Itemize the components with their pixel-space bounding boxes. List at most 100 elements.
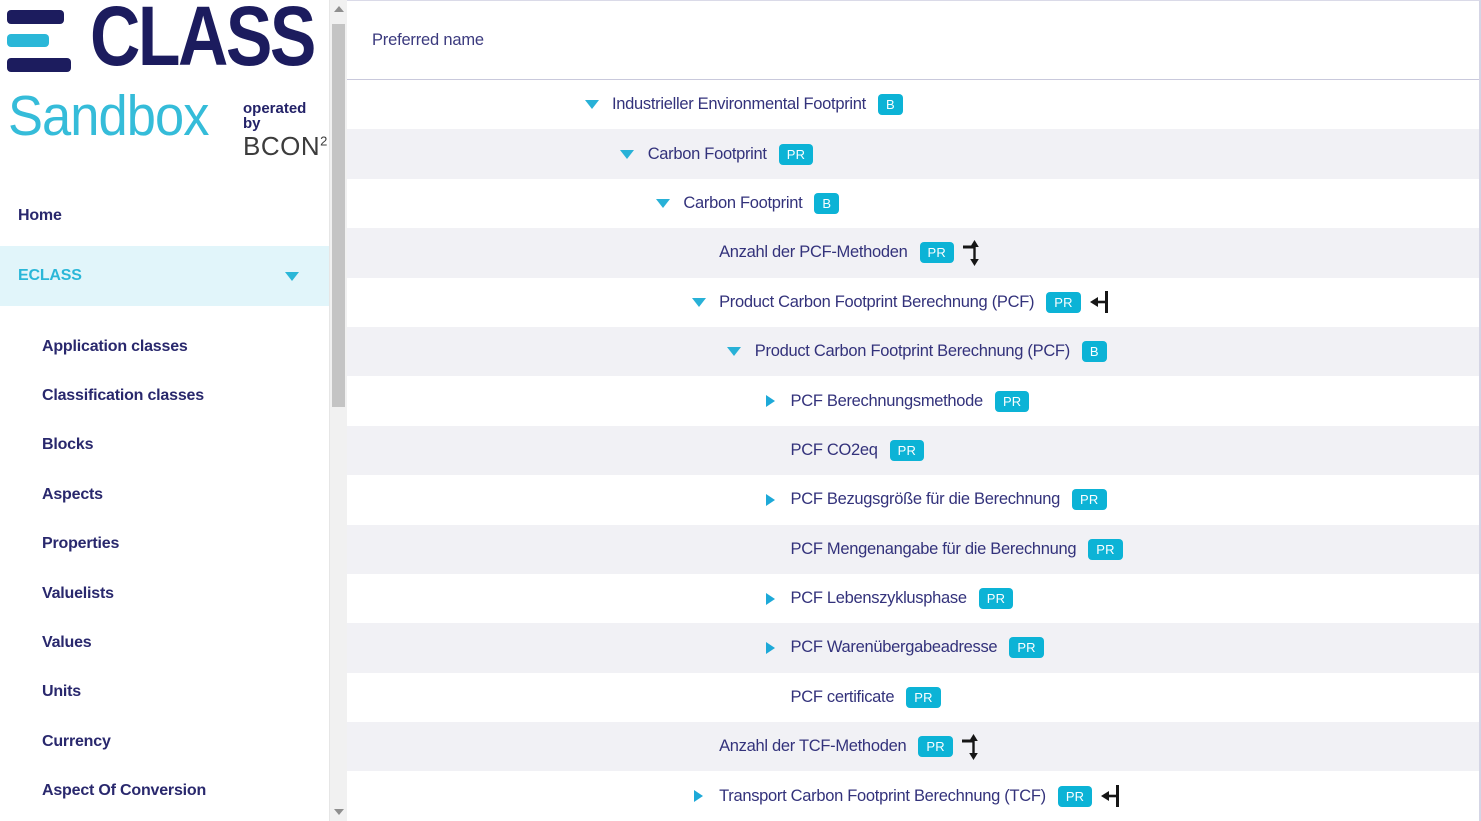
- triangle-right: [765, 641, 775, 654]
- triangle-right: [765, 493, 775, 506]
- collapse-arrow-icon[interactable]: [581, 100, 602, 110]
- sidebar-item-units[interactable]: Units: [0, 668, 329, 717]
- sidebar-item-classification-classes[interactable]: Classification classes: [0, 371, 329, 420]
- tree-item-label: PCF Mengenangabe für die Berechnung: [790, 539, 1077, 558]
- sidebar-item-label: Values: [42, 634, 92, 652]
- tree-item-label: PCF Bezugsgröße für die Berechnung: [790, 490, 1061, 509]
- type-badge-pr: PR: [1009, 637, 1044, 659]
- sidebar-item-blocks[interactable]: Blocks: [0, 421, 329, 470]
- operated-by-label: operated by: [243, 100, 307, 132]
- tree-item-label: PCF Lebenszyklusphase: [790, 589, 968, 608]
- sidebar-item-currency[interactable]: Currency: [0, 717, 329, 766]
- tree-row-carbon-footprint[interactable]: Carbon Footprint B: [347, 178, 1479, 229]
- sidebar-item-properties[interactable]: Properties: [0, 520, 329, 569]
- tree-row-industrieller-environmental-footprint[interactable]: Industrieller Environmental Footprint B: [347, 80, 1479, 130]
- sidebar-item-aspect-of-conversion[interactable]: Aspect Of Conversion: [0, 767, 329, 816]
- sidebar-item-label: Aspect Of Conversion: [42, 782, 207, 800]
- type-badge-pr: PR: [994, 390, 1030, 412]
- type-badge-b: B: [1081, 341, 1107, 363]
- tree-item-label: Carbon Footprint: [683, 193, 803, 212]
- vertical-range-icon: [963, 239, 982, 266]
- sidebar-item-label: Aspects: [42, 485, 103, 503]
- logo-sandbox-text: Sandbox: [8, 84, 210, 148]
- vertical-range-icon: [961, 733, 981, 760]
- arrow-left-bar-icon: [1101, 783, 1120, 809]
- tree-row-transport-carbon-footprint-berechnung-tcf[interactable]: Transport Carbon Footprint Berechnung (T…: [347, 771, 1479, 821]
- triangle-down: [691, 297, 706, 307]
- expand-arrow-icon[interactable]: [760, 395, 781, 408]
- tree-row-pcf-certificate[interactable]: PCF certificate PR: [347, 672, 1479, 723]
- scroll-up-icon: [333, 6, 344, 12]
- expand-arrow-icon[interactable]: [688, 790, 709, 803]
- chevron-down-icon: [285, 272, 299, 281]
- sidebar-item-label: Valuelists: [42, 584, 114, 602]
- operator-superscript: 2: [320, 133, 328, 149]
- tree-item-label: Anzahl der TCF-Methoden: [719, 737, 907, 756]
- sidebar-item-aspects[interactable]: Aspects: [0, 470, 329, 519]
- sidebar-item-application-classes[interactable]: Application classes: [0, 322, 329, 371]
- type-badge-pr: PR: [918, 736, 953, 758]
- main-content: Preferred name Industrieller Environment…: [347, 0, 1481, 821]
- tree-item-label: Transport Carbon Footprint Berechnung (T…: [719, 786, 1046, 805]
- triangle-right: [765, 592, 775, 605]
- tree-row-pcf-bezugsgr-e-f-r-die-berechnung[interactable]: PCF Bezugsgröße für die Berechnung PR: [347, 475, 1479, 525]
- scroll-down-icon: [333, 809, 344, 815]
- eclass-logo-mark-icon: [7, 10, 77, 74]
- expand-arrow-icon[interactable]: [760, 641, 781, 654]
- tree-row-pcf-berechnungsmethode[interactable]: PCF Berechnungsmethode PR: [347, 376, 1479, 426]
- sidebar-item-label: Home: [18, 206, 62, 224]
- type-badge-pr: PR: [906, 686, 941, 708]
- tree-item-label: PCF Warenübergabeadresse: [790, 638, 998, 657]
- sidebar-item-label: Units: [42, 683, 82, 701]
- triangle-down: [655, 198, 670, 208]
- tree-row-anzahl-der-pcf-methoden[interactable]: Anzahl der PCF-Methoden PR: [347, 228, 1479, 278]
- column-header-preferred-name: Preferred name: [372, 30, 484, 49]
- hierarchy-tree: Industrieller Environmental Footprint B Ca…: [347, 80, 1479, 821]
- tree-row-pcf-mengenangabe-f-r-die-berechnung[interactable]: PCF Mengenangabe für die Berechnung PR: [347, 524, 1479, 574]
- sidebar-item-eclass[interactable]: ECLASS: [0, 246, 329, 306]
- type-badge-pr: PR: [978, 588, 1014, 610]
- tree-row-pcf-co2eq[interactable]: PCF CO2eq PR: [347, 425, 1479, 476]
- logo-bar-top: [7, 10, 64, 24]
- logo-class-text: CLASS: [90, 0, 316, 83]
- tree-item-label: Product Carbon Footprint Berechnung (PCF…: [754, 342, 1070, 361]
- tree-item-label: PCF CO2eq: [790, 440, 878, 459]
- collapse-arrow-icon[interactable]: [652, 198, 673, 208]
- collapse-arrow-icon[interactable]: [724, 347, 745, 357]
- sidebar-scrollbar[interactable]: [330, 0, 347, 821]
- triangle-down: [584, 100, 599, 110]
- tree-row-pcf-lebenszyklusphase[interactable]: PCF Lebenszyklusphase PR: [347, 573, 1479, 624]
- tree-item-label: Carbon Footprint: [647, 144, 767, 163]
- type-badge-pr: PR: [889, 439, 925, 461]
- sidebar-item-valuelists[interactable]: Valuelists: [0, 569, 329, 618]
- collapse-arrow-icon[interactable]: [617, 149, 638, 159]
- scrollbar-thumb[interactable]: [332, 24, 345, 407]
- sidebar-item-values[interactable]: Values: [0, 618, 329, 667]
- tree-row-anzahl-der-tcf-methoden[interactable]: Anzahl der TCF-Methoden PR: [347, 722, 1479, 772]
- operated-by-block: operated by BCON2: [243, 101, 328, 159]
- tree-row-carbon-footprint[interactable]: Carbon Footprint PR: [347, 129, 1479, 179]
- logo-bar-middle: [7, 34, 49, 47]
- type-badge-b: B: [877, 94, 903, 116]
- type-badge-pr: PR: [1057, 785, 1093, 807]
- scroll-up-button[interactable]: [330, 0, 347, 18]
- sidebar-item-home[interactable]: Home: [0, 191, 329, 240]
- type-badge-pr: PR: [919, 242, 955, 264]
- expand-arrow-icon[interactable]: [760, 493, 781, 506]
- tree-row-product-carbon-footprint-berechnung-pcf[interactable]: Product Carbon Footprint Berechnung (PCF…: [347, 326, 1479, 377]
- operator-name: BCON2: [243, 131, 328, 161]
- scroll-down-button[interactable]: [330, 803, 347, 821]
- expand-arrow-icon[interactable]: [760, 592, 781, 605]
- tree-item-label: Product Carbon Footprint Berechnung (PCF…: [719, 292, 1035, 311]
- sidebar-nav: Home ECLASS Application classes Classificat…: [0, 191, 329, 816]
- sidebar: CLASS Sandbox operated by BCON2 Home ECLA…: [0, 0, 330, 821]
- sidebar-item-label: ECLASS: [18, 267, 82, 284]
- arrow-left-bar-icon: [1089, 289, 1109, 315]
- tree-row-product-carbon-footprint-berechnung-pcf[interactable]: Product Carbon Footprint Berechnung (PCF…: [347, 277, 1479, 327]
- triangle-down: [727, 347, 742, 357]
- tree-row-pcf-waren-bergabeadresse[interactable]: PCF Warenübergabeadresse PR: [347, 623, 1479, 673]
- type-badge-pr: PR: [778, 143, 814, 165]
- sidebar-item-label: Currency: [42, 732, 111, 750]
- collapse-arrow-icon[interactable]: [688, 297, 709, 307]
